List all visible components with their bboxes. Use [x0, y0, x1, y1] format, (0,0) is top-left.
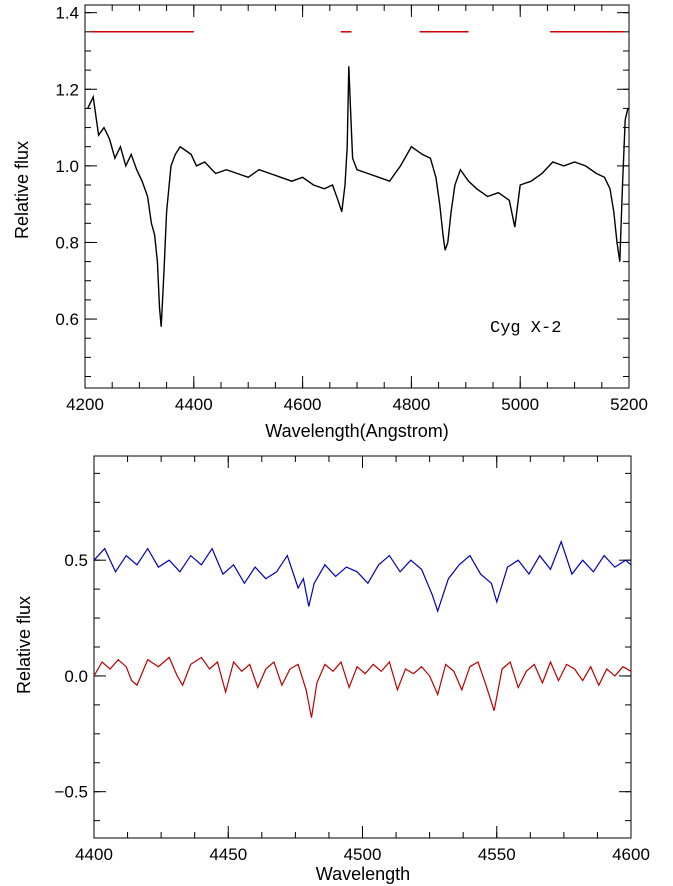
x-tick-label: 4400 — [175, 395, 213, 414]
y-tick-label: 0.0 — [64, 667, 88, 686]
top-y-axis-title: Relative flux — [12, 141, 32, 239]
bottom-x-ticks: 4400 4450 4500 4550 4600 — [75, 456, 650, 864]
x-tick-label: 4200 — [66, 395, 104, 414]
y-tick-label: −0.5 — [54, 783, 88, 802]
y-tick-label: 0.8 — [55, 233, 79, 252]
top-spectrum-panel: 0.6 0.8 1.0 1.2 1.4 4200 4400 4600 4800 5000 5200… — [12, 4, 648, 441]
top-y-ticks: 0.6 0.8 1.0 1.2 1.4 — [55, 4, 629, 378]
top-x-ticks: 4200 4400 4600 4800 5000 5200 — [66, 5, 648, 414]
bottom-plot-frame — [93, 455, 632, 839]
bottom-blue-spectrum-line — [93, 539, 632, 614]
y-tick-label: 0.6 — [55, 310, 79, 329]
top-spectrum-line — [87, 66, 629, 327]
top-x-axis-title: Wavelength(Angstrom) — [265, 421, 448, 441]
bottom-y-axis-title: Relative flux — [14, 596, 34, 694]
bottom-red-spectrum-line — [93, 656, 632, 718]
bottom-spectrum-panel: −0.5 0.0 0.5 4400 4450 4500 4550 4600 Waveleng… — [14, 455, 650, 884]
y-tick-label: 0.5 — [64, 551, 88, 570]
bottom-x-axis-title: Wavelength — [316, 864, 410, 884]
y-tick-label: 1.0 — [55, 157, 79, 176]
x-tick-label: 4450 — [209, 845, 247, 864]
x-tick-label: 4800 — [392, 395, 430, 414]
x-tick-label: 5000 — [501, 395, 539, 414]
x-tick-label: 4400 — [75, 845, 113, 864]
x-tick-label: 5200 — [610, 395, 648, 414]
y-tick-label: 1.4 — [55, 4, 79, 23]
y-tick-label: 1.2 — [55, 80, 79, 99]
x-tick-label: 4550 — [478, 845, 516, 864]
top-annotation: Cyg X-2 — [490, 319, 561, 338]
x-tick-label: 4600 — [612, 845, 650, 864]
x-tick-label: 4600 — [284, 395, 322, 414]
bottom-y-ticks: −0.5 0.0 0.5 — [54, 472, 631, 822]
x-tick-label: 4500 — [344, 845, 382, 864]
